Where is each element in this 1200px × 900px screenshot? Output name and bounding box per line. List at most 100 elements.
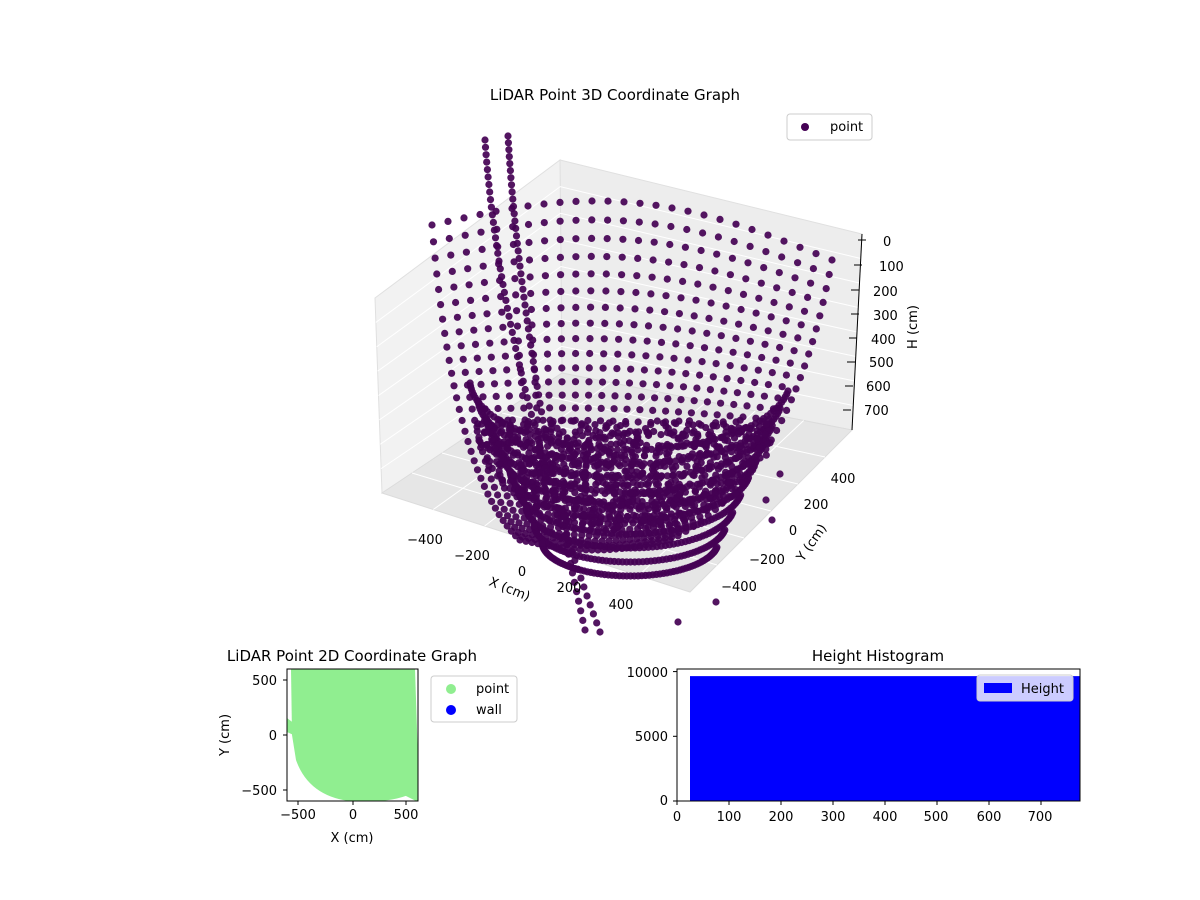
point-marker [531,470,538,477]
point-marker [740,291,747,298]
point-marker [510,203,517,210]
point-marker [577,607,584,614]
point-marker [483,151,490,158]
point-marker [542,289,549,296]
point-marker [483,442,490,449]
point-marker [728,448,735,455]
point-marker [617,304,624,311]
point-marker [504,380,511,387]
x-tick-label: 0 [518,565,526,580]
point-marker [634,255,641,262]
point-marker [727,271,734,278]
point-marker [797,374,804,381]
point-marker [505,146,512,153]
point-marker [558,455,565,462]
point-marker [618,271,625,278]
point-marker [748,442,755,449]
point-marker [607,482,614,489]
legend-marker-point [446,684,456,694]
point-marker [520,378,527,385]
point-marker [656,353,663,360]
point-marker [544,351,551,358]
z-tick-label: 200 [873,285,898,300]
point-marker [453,394,460,401]
point-marker [464,265,471,272]
point-marker [704,398,711,405]
point-marker [620,217,627,224]
point-marker [512,225,519,232]
point-marker [765,327,772,334]
point-marker [437,301,444,308]
point-marker [617,288,624,295]
point-marker [776,269,783,276]
point-marker [600,365,607,372]
point-marker [582,481,589,488]
point-marker [601,320,608,327]
point-marker [689,327,696,334]
point-marker [629,458,636,465]
point-marker [748,226,755,233]
point-marker [595,498,602,505]
point-marker [641,366,648,373]
point-marker [652,220,659,227]
point-marker [649,274,656,281]
point-marker [467,297,474,304]
point-marker [448,370,455,377]
point-marker [794,334,801,341]
z-tick-label: 100 [879,260,904,275]
point-marker [593,619,600,626]
y-axis-label: Y (cm) [793,521,830,565]
point-marker [519,467,526,474]
point-marker [644,338,651,345]
point-marker [518,278,525,285]
point-marker [572,198,579,205]
point-marker [456,328,463,335]
point-marker [750,324,757,331]
point-marker [729,426,736,433]
point-marker [530,358,537,365]
point-marker [672,340,679,347]
point-marker [572,378,579,385]
point-marker [483,310,490,317]
point-marker [783,317,790,324]
point-marker [526,256,533,263]
point-marker [693,385,700,392]
point-marker [489,211,496,218]
point-marker [689,450,696,457]
point-marker [558,350,565,357]
point-marker [588,510,595,517]
point-marker [546,404,553,411]
z-tick-label: 700 [864,404,889,419]
point-marker [525,325,532,332]
point-marker [677,294,684,301]
point-marker [469,312,476,319]
point-marker [572,320,579,327]
point-marker [432,255,439,262]
legend-swatch-height [984,683,1012,693]
point-marker [760,264,767,271]
point-marker [579,617,586,624]
point-marker [820,299,827,306]
point-marker [680,471,687,478]
point-marker [619,236,626,243]
point-marker [614,524,621,531]
point-marker [699,358,706,365]
point-marker [733,455,740,462]
point-marker [575,598,582,605]
z-tick-label: 0 [883,235,891,250]
point-marker [430,238,437,245]
point-marker [627,489,634,496]
y-tick-label: −500 [241,784,277,799]
point-marker [510,337,517,344]
point-marker [715,233,722,240]
point-marker [687,342,694,349]
point-marker [507,174,514,181]
point-marker [541,237,548,244]
point-marker [623,406,630,413]
point-marker [488,204,495,211]
point-marker [742,424,749,431]
x-tick-label: 200 [769,810,794,825]
point-marker [670,355,677,362]
point-marker [542,486,549,493]
point-marker [572,350,579,357]
